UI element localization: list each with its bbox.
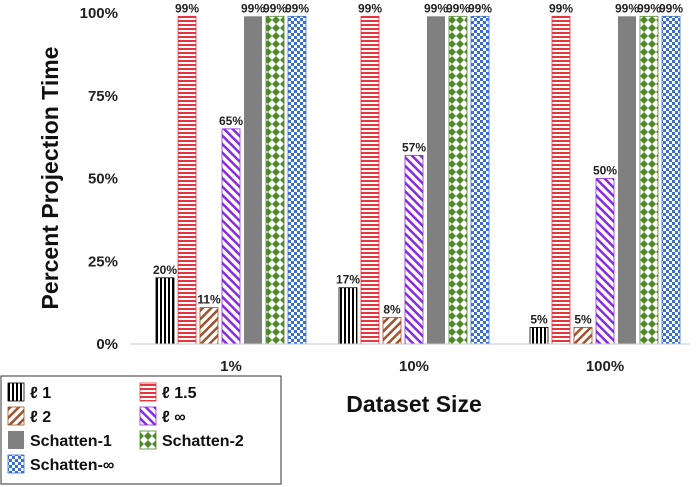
bar — [427, 16, 445, 345]
data-label: 8% — [383, 303, 401, 317]
bar — [199, 307, 219, 345]
legend: ℓ 1 ℓ 1.5 ℓ 2 ℓ ∞ Schatten-1 Schatten-2 Schatt… — [0, 375, 282, 485]
legend-label: ℓ ∞ — [162, 409, 186, 426]
data-label: 99% — [659, 1, 683, 15]
bar — [448, 15, 468, 345]
data-label: 99% — [615, 1, 639, 15]
legend-swatch — [139, 430, 157, 450]
bar — [551, 15, 571, 345]
y-tick-label: 75% — [88, 88, 118, 105]
bar — [155, 277, 175, 345]
bar — [287, 15, 307, 345]
bar — [177, 15, 197, 345]
y-tick-label: 0% — [96, 336, 118, 353]
legend-label: ℓ 1.5 — [162, 385, 197, 402]
data-label: 99% — [241, 1, 265, 15]
legend-label: ℓ 1 — [30, 385, 51, 402]
x-axis-title: Dataset Size — [346, 391, 482, 417]
data-label: 99% — [468, 1, 492, 15]
bar — [470, 15, 490, 345]
data-labels: 20%99%11%65%99%99%99%17%99%8%57%99%99%99… — [153, 1, 683, 326]
data-label: 99% — [549, 1, 573, 15]
x-axis-ticks: 1% 10% 100% — [220, 358, 624, 375]
x-tick-label: 10% — [399, 358, 429, 375]
data-label: 50% — [593, 164, 617, 178]
data-label: 17% — [336, 273, 360, 287]
bar — [529, 327, 549, 345]
data-label: 65% — [219, 114, 243, 128]
legend-label: ℓ 2 — [30, 409, 51, 426]
data-label: 20% — [153, 263, 177, 277]
data-label: 99% — [424, 1, 448, 15]
x-tick-label: 1% — [220, 358, 242, 375]
data-label: 99% — [263, 1, 287, 15]
data-label: 99% — [637, 1, 661, 15]
bar — [639, 15, 659, 345]
legend-swatch — [139, 382, 157, 402]
data-label: 99% — [358, 1, 382, 15]
y-tick-label: 100% — [80, 5, 118, 22]
bar — [382, 317, 402, 345]
data-label: 99% — [446, 1, 470, 15]
legend-label: Schatten-2 — [162, 433, 244, 450]
y-tick-label: 50% — [88, 171, 118, 188]
legend-label: Schatten-1 — [30, 433, 112, 450]
bar — [618, 16, 636, 345]
bar — [360, 15, 380, 345]
data-label: 99% — [285, 1, 309, 15]
y-tick-label: 25% — [88, 253, 118, 270]
data-label: 57% — [402, 140, 426, 154]
bar — [338, 287, 358, 345]
bar — [595, 178, 615, 345]
y-axis-ticks: 0% 25% 50% 75% 100% — [80, 5, 118, 353]
data-label: 5% — [574, 312, 592, 326]
bar — [221, 128, 241, 345]
legend-swatch — [7, 382, 25, 402]
y-axis-title: Percent Projection Time — [37, 47, 63, 310]
legend-swatch — [7, 454, 25, 474]
bar — [573, 327, 593, 345]
data-label: 5% — [530, 312, 548, 326]
bar-groups — [155, 15, 681, 345]
legend-swatch — [8, 431, 24, 449]
bar — [661, 15, 681, 345]
data-label: 11% — [197, 293, 221, 307]
bar — [265, 15, 285, 345]
legend-label: Schatten-∞ — [30, 457, 114, 474]
bar — [404, 154, 424, 345]
legend-swatch — [139, 406, 157, 426]
bar — [244, 16, 262, 345]
legend-swatch — [7, 406, 25, 426]
x-tick-label: 100% — [586, 358, 624, 375]
data-label: 99% — [175, 1, 199, 15]
